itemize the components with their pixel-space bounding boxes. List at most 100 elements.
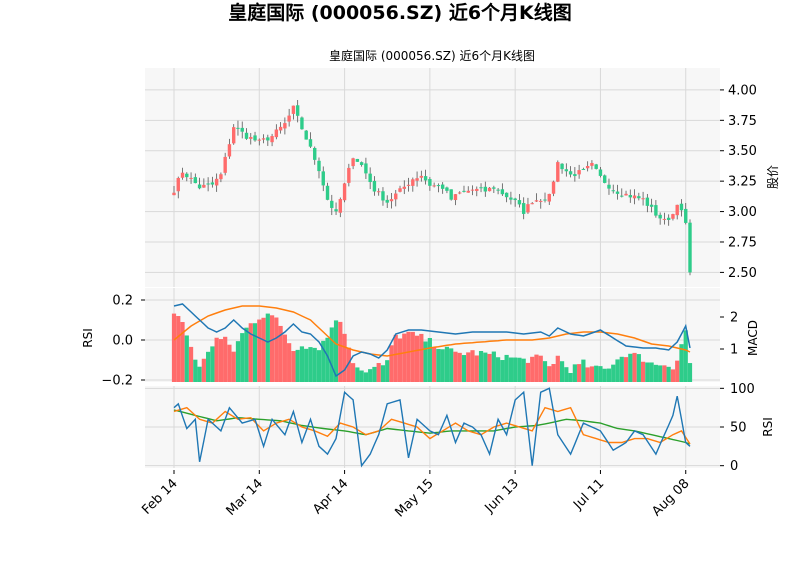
macd-histogram-bar	[206, 351, 211, 382]
rsi-tick-label: 0	[730, 459, 738, 474]
macd-histogram-bar	[235, 341, 241, 382]
macd-left-tick-label: −0.2	[101, 374, 133, 389]
macd-histogram-bar	[402, 333, 407, 382]
macd-histogram-bar	[534, 354, 539, 382]
candle-body	[364, 163, 368, 174]
candle-body	[641, 198, 645, 200]
macd-histogram-bar	[598, 366, 603, 382]
candle-body	[249, 137, 253, 139]
candle-body	[483, 186, 488, 192]
candle-body	[620, 195, 624, 197]
macd-histogram-bar	[589, 366, 595, 382]
macd-histogram-bar	[180, 322, 185, 382]
candle-body	[240, 127, 244, 132]
macd-histogram-bar	[184, 335, 189, 382]
macd-histogram-bar	[474, 355, 479, 382]
macd-histogram-bar	[470, 350, 475, 382]
candle-body	[304, 130, 308, 140]
candle-body	[649, 204, 654, 207]
candle-body	[227, 144, 232, 157]
macd-histogram-bar	[653, 364, 658, 382]
candle-body	[517, 200, 522, 205]
candle-body	[543, 199, 547, 201]
macd-line	[173, 303, 691, 378]
macd-histogram-bar	[436, 348, 441, 382]
rsi-tick-label: 50	[730, 421, 747, 436]
macd-histogram-bar	[687, 363, 693, 382]
macd-histogram-bar	[679, 344, 684, 382]
candle-body	[607, 184, 611, 189]
candle-body	[389, 199, 394, 202]
macd-histogram-bar	[214, 337, 219, 382]
macd-histogram-bar	[389, 345, 394, 382]
candle-body	[470, 189, 475, 191]
price-tick-label: 2.50	[728, 266, 757, 281]
candle-body	[594, 164, 598, 169]
candle-body	[274, 129, 279, 138]
macd-histogram-bar	[193, 359, 198, 382]
candle-body	[556, 162, 560, 182]
macd-histogram-bar	[380, 365, 386, 382]
macd-histogram-bar	[240, 333, 245, 382]
macd-histogram-bar	[312, 347, 317, 382]
macd-y-axis-label: RSI	[81, 328, 95, 348]
candle-body	[206, 183, 210, 185]
candle-body	[291, 105, 296, 114]
candle-body	[334, 209, 338, 212]
rsi12-line	[173, 406, 691, 445]
candle-body	[313, 147, 317, 160]
macd-histogram-bar	[466, 352, 471, 382]
rsi24-line	[173, 409, 691, 445]
macd-histogram-bar	[274, 317, 279, 382]
candle-body	[526, 204, 530, 213]
macd-histogram-bar	[333, 320, 339, 382]
price-tick-label: 2.75	[728, 235, 757, 250]
macd-histogram-bar	[517, 357, 522, 382]
candle-body	[534, 200, 539, 202]
candlesticks	[172, 99, 692, 276]
candle-body	[492, 187, 496, 189]
price-tick-label: 3.75	[728, 114, 757, 129]
macd-ticks: 0.2 0.0 −0.2 2 1	[101, 294, 738, 389]
candle-body	[244, 132, 249, 139]
candle-body	[654, 205, 658, 216]
macd-histogram-bar	[359, 370, 364, 382]
candle-body	[662, 218, 667, 220]
macd-histogram-bar	[500, 360, 505, 382]
macd-histogram-bar	[461, 355, 467, 382]
candle-body	[530, 203, 534, 205]
rsi6-line	[173, 387, 691, 468]
macd-histogram-bar	[363, 372, 369, 382]
macd-histogram-bar	[508, 357, 513, 382]
candle-body	[539, 200, 543, 202]
macd-histogram-bar	[376, 363, 381, 382]
price-tick-label: 4.00	[728, 83, 757, 98]
candle-body	[560, 163, 564, 170]
candle-body	[266, 137, 270, 141]
candle-body	[428, 179, 432, 186]
candle-body	[308, 139, 313, 147]
macd-histogram-bar	[521, 358, 526, 382]
macd-histogram-bar	[342, 333, 347, 382]
candle-body	[458, 192, 462, 194]
candle-body	[385, 199, 389, 203]
macd-histogram-bar	[542, 361, 548, 382]
macd-histogram-bar	[385, 360, 390, 382]
macd-histogram-bar	[325, 337, 330, 382]
candle-body	[321, 171, 325, 186]
macd-histogram-bar	[632, 352, 637, 382]
candle-body	[406, 184, 411, 186]
macd-histogram-bar	[265, 313, 270, 382]
macd-histogram-bar	[602, 368, 607, 382]
macd-histogram-bar	[291, 351, 296, 382]
macd-histogram-bar	[444, 346, 450, 382]
macd-histogram-bar	[483, 352, 488, 382]
macd-histogram-bar	[675, 360, 680, 382]
macd-histogram-bar	[640, 361, 646, 382]
macd-histogram-bar	[581, 359, 586, 382]
macd-histogram-bar	[611, 364, 616, 382]
candle-body	[521, 203, 526, 214]
macd-histogram-bar	[201, 358, 206, 382]
candle-body	[398, 188, 402, 192]
candle-body	[300, 117, 304, 130]
